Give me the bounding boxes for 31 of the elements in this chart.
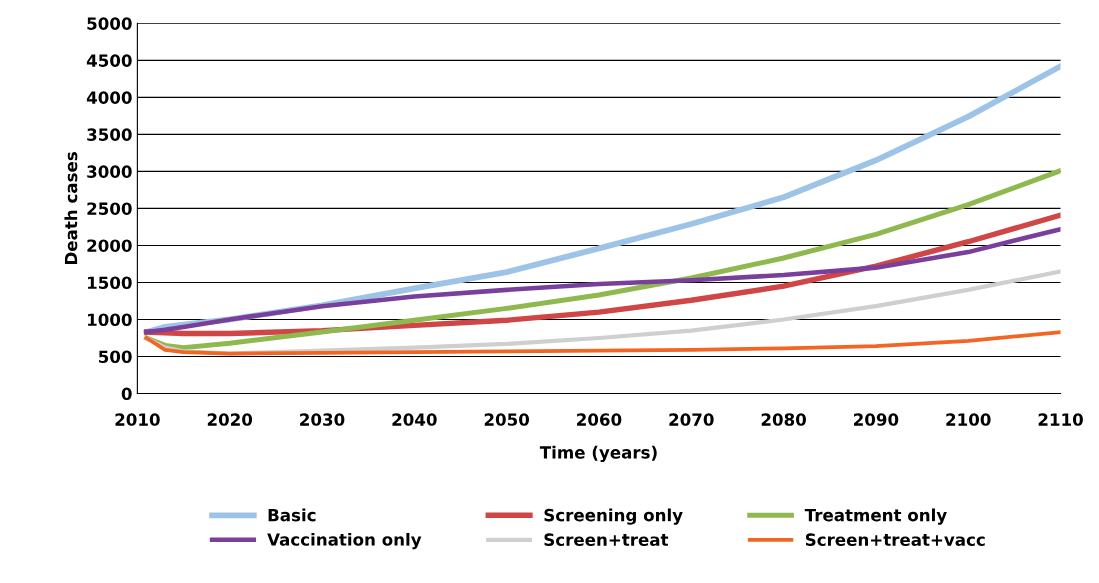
x-tick-label: 2100 [946, 413, 991, 426]
legend-label: Screen+treat [544, 533, 669, 546]
x-tick-label: 2090 [854, 413, 899, 426]
legend-label: Vaccination only [267, 532, 422, 550]
x-tick-label: 2040 [392, 413, 437, 426]
y-tick-label: 4500 [86, 54, 132, 67]
y-axis-title: Death cases [64, 152, 78, 265]
y-tick-label: 2000 [87, 239, 132, 253]
y-tick-label: 4000 [86, 91, 132, 104]
x-tick-label: 2020 [207, 413, 253, 426]
y-tick-label: 1500 [88, 276, 132, 290]
x-tick-label: 2060 [577, 413, 622, 426]
y-tick-label: 5000 [87, 17, 132, 30]
legend-label: Treatment only [804, 508, 947, 525]
y-tick-label: 500 [99, 350, 132, 364]
legend-label: Screening only [544, 508, 683, 525]
x-tick-label: 2080 [761, 413, 806, 426]
y-tick-label: 3500 [87, 128, 132, 141]
x-tick-label: 2050 [484, 413, 530, 426]
x-tick-label: 2070 [669, 413, 714, 426]
x-tick-label: 2010 [115, 413, 160, 426]
line-series [144, 330, 1061, 356]
y-tick-label: 3000 [87, 165, 132, 178]
x-tick-label: 2030 [300, 413, 345, 426]
legend-label: Basic [268, 508, 316, 522]
y-tick-label: 1000 [88, 313, 132, 327]
x-tick-label: 2110 [1038, 413, 1083, 426]
legend-label: Screen+treat+vacc [805, 533, 985, 546]
y-tick-label: 2500 [87, 202, 132, 215]
x-axis-title: Time (years) [539, 445, 657, 463]
y-tick-label: 0 [121, 387, 132, 401]
